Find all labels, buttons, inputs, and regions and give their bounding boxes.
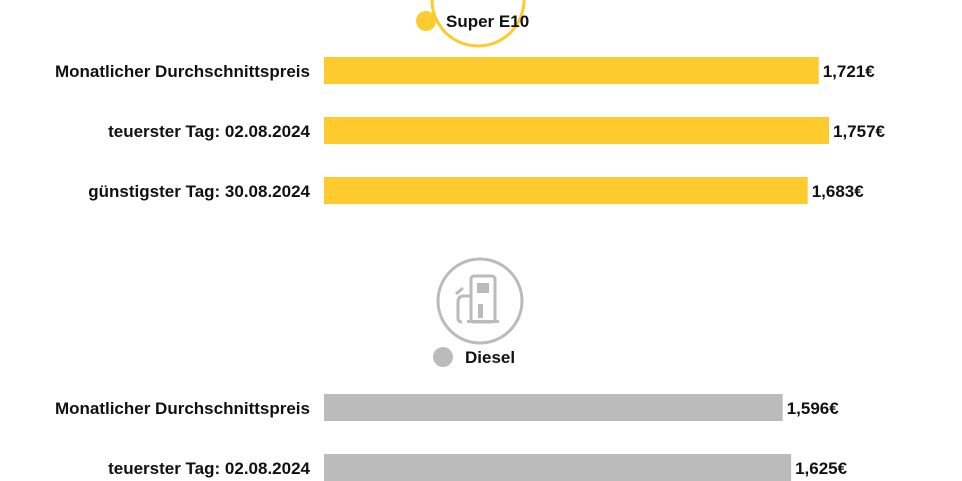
diesel-section: Diesel Monatlicher Durchschnittspreis 1,5… xyxy=(55,257,848,481)
diesel-bars: Monatlicher Durchschnittspreis 1,596€ teue… xyxy=(55,394,848,481)
diesel-bar xyxy=(324,394,783,421)
super-e10-bar xyxy=(324,57,819,84)
super-e10-value-label: 1,757€ xyxy=(833,122,886,141)
super-e10-category-label: Monatlicher Durchschnittspreis xyxy=(55,62,310,81)
super-e10-legend-dot xyxy=(416,11,436,31)
super-e10-bar xyxy=(324,117,829,144)
diesel-category-label: teuerster Tag: 02.08.2024 xyxy=(108,459,310,478)
diesel-legend-label: Diesel xyxy=(465,348,515,367)
super-e10-value-label: 1,683€ xyxy=(812,182,865,201)
super-e10-category-label: teuerster Tag: 02.08.2024 xyxy=(108,122,310,141)
super-e10-category-label: günstigster Tag: 30.08.2024 xyxy=(88,182,310,201)
diesel-value-label: 1,596€ xyxy=(787,399,840,418)
diesel-bar xyxy=(324,454,792,481)
super-e10-section: Super E10 Monatlicher Durchschnittspreis… xyxy=(55,0,886,204)
super-e10-bar xyxy=(324,177,808,204)
diesel-value-label: 1,625€ xyxy=(795,459,848,478)
diesel-category-label: Monatlicher Durchschnittspreis xyxy=(55,399,310,418)
diesel-legend-dot xyxy=(433,347,453,367)
super-e10-bars: Monatlicher Durchschnittspreis 1,721€ teue… xyxy=(55,57,886,204)
super-e10-legend-label: Super E10 xyxy=(446,12,529,31)
fuel-pump-icon xyxy=(436,257,524,345)
super-e10-icon-circle-top xyxy=(430,0,526,48)
super-e10-value-label: 1,721€ xyxy=(823,62,876,81)
